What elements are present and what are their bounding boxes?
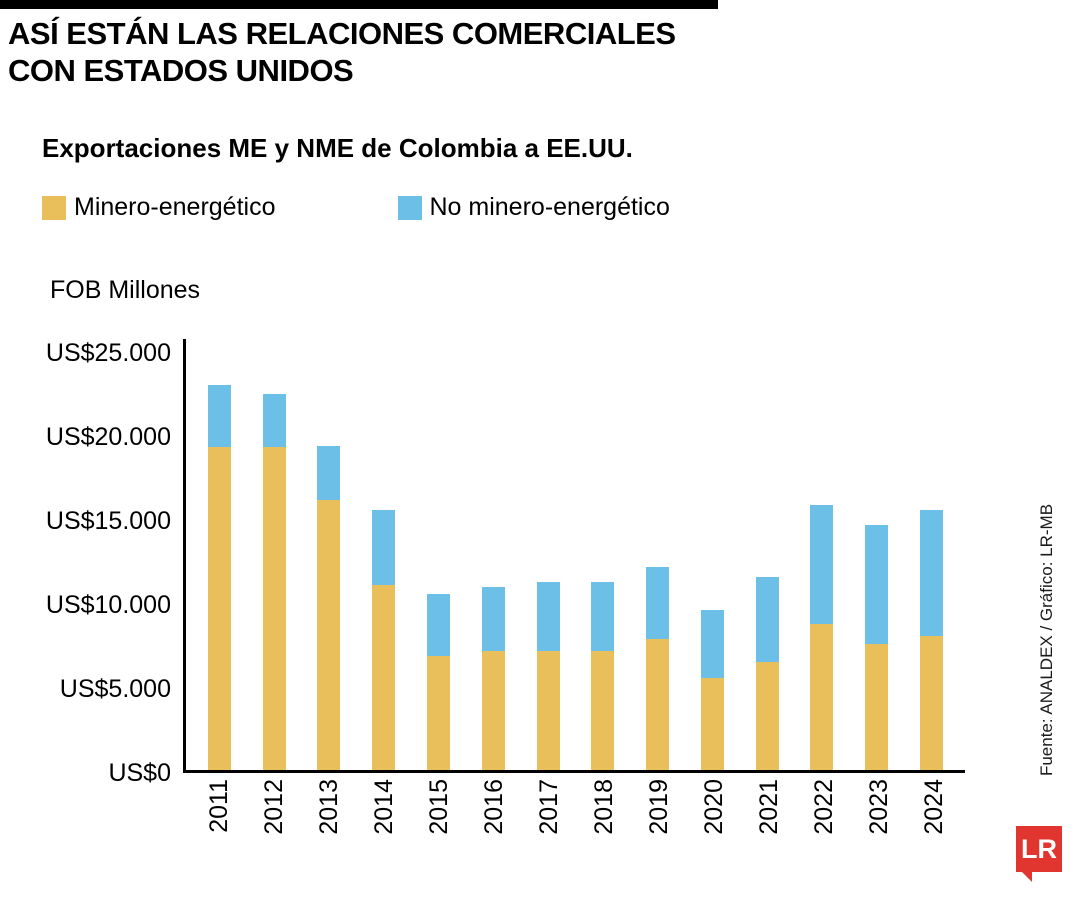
y-tick-label: US$10.000 [45,591,171,619]
bar-2013 [317,445,341,770]
y-tick-label: US$20.000 [45,423,171,451]
bar-segment-minero-2013 [317,499,341,770]
bar-segment-minero-2020 [700,677,724,770]
lr-logo: LR [1016,826,1062,882]
bar-2023 [865,524,889,770]
legend-swatch-minero [42,195,66,220]
top-accent-bar [0,0,718,9]
legend-label-no-minero: No minero-energético [429,193,670,221]
bar-segment-no-minero-2017 [536,581,560,651]
page-title-line2: CON ESTADOS UNIDOS [8,52,354,88]
x-tick-label-2014: 2014 [370,779,398,835]
y-tick-label: US$15.000 [45,507,171,535]
bars-area [183,339,965,773]
y-axis-labels: US$0 US$5.000 US$10.000 US$15.000 US$20.000 U… [0,339,183,787]
bar-segment-minero-2019 [646,638,670,770]
source-credit: Fuente: ANALDEX / Gráfico: LR-MB [1037,503,1056,777]
page-title: ASÍ ESTÁN LAS RELACIONES COMERCIALES CON… [8,16,676,89]
x-tick-label-2020: 2020 [700,779,728,835]
bar-segment-no-minero-2024 [920,509,944,636]
bar-segment-no-minero-2011 [207,385,231,448]
legend-label-minero: Minero-energético [74,193,276,221]
bar-2022 [810,504,834,770]
legend-swatch-no-minero [397,195,422,220]
bar-segment-minero-2017 [536,650,560,770]
bar-segment-no-minero-2021 [755,576,779,663]
bar-2018 [591,581,615,770]
bar-2021 [755,576,779,770]
chart-title: Exportaciones ME y NME de Colombia a EE.… [42,133,633,163]
x-tick-label-2013: 2013 [315,779,343,835]
bar-2012 [262,393,286,770]
legend-item-minero: Minero-energético [42,193,276,222]
bar-segment-no-minero-2020 [700,610,724,678]
x-tick-label-2011: 2011 [205,779,233,833]
bar-segment-no-minero-2018 [591,581,615,651]
bar-segment-minero-2023 [865,644,889,770]
bar-segment-minero-2022 [810,623,834,770]
bar-2011 [207,385,231,770]
bar-2014 [372,509,396,770]
legend-item-no-minero: No minero-energético [397,193,670,222]
bar-segment-minero-2016 [481,650,505,770]
lr-logo-text: LR [1021,833,1057,864]
plot-area: 2011 2012 2013 2014 2015 2016 2017 2018 2019 2020… [183,339,968,857]
legend: Minero-energético No minero-energético [42,193,670,222]
x-tick-label-2016: 2016 [480,779,508,835]
y-tick-label: US$0 [108,759,171,787]
bar-segment-no-minero-2015 [427,593,451,656]
bar-segment-minero-2024 [920,635,944,770]
x-tick-label-2023: 2023 [865,779,893,835]
y-axis-unit-label: FOB Millones [50,276,201,304]
bar-segment-minero-2018 [591,650,615,770]
x-tick-label-2022: 2022 [810,779,838,835]
bar-segment-minero-2012 [262,447,286,770]
x-tick-label-2012: 2012 [260,779,288,835]
y-tick-label: US$25.000 [45,339,171,367]
bar-segment-minero-2021 [755,662,779,770]
bar-segment-no-minero-2013 [317,445,341,500]
x-tick-label-2018: 2018 [590,779,618,835]
x-tick-label-2021: 2021 [755,779,783,835]
bar-segment-minero-2014 [372,585,396,770]
bar-segment-no-minero-2016 [481,586,505,651]
bar-2016 [481,586,505,770]
bar-2020 [700,610,724,770]
x-tick-label-2017: 2017 [535,779,563,835]
x-axis-labels: 2011 2012 2013 2014 2015 2016 2017 2018 2019 2020… [186,773,968,857]
bar-2015 [427,593,451,770]
bar-2024 [920,509,944,770]
bar-2019 [646,566,670,770]
stacked-bar-chart: US$0 US$5.000 US$10.000 US$15.000 US$20.000 U… [0,339,968,857]
bar-segment-no-minero-2023 [865,524,889,644]
bar-segment-no-minero-2019 [646,566,670,639]
x-tick-label-2019: 2019 [645,779,673,835]
bar-segment-no-minero-2014 [372,509,396,586]
y-tick-label: US$5.000 [59,675,171,703]
bar-segment-minero-2011 [207,447,231,770]
bar-2017 [536,581,560,770]
bar-segment-no-minero-2012 [262,393,286,448]
bar-segment-minero-2015 [427,655,451,770]
bar-segment-no-minero-2022 [810,504,834,624]
x-tick-label-2015: 2015 [425,779,453,835]
x-tick-label-2024: 2024 [920,779,948,835]
page-title-line1: ASÍ ESTÁN LAS RELACIONES COMERCIALES [8,16,676,51]
